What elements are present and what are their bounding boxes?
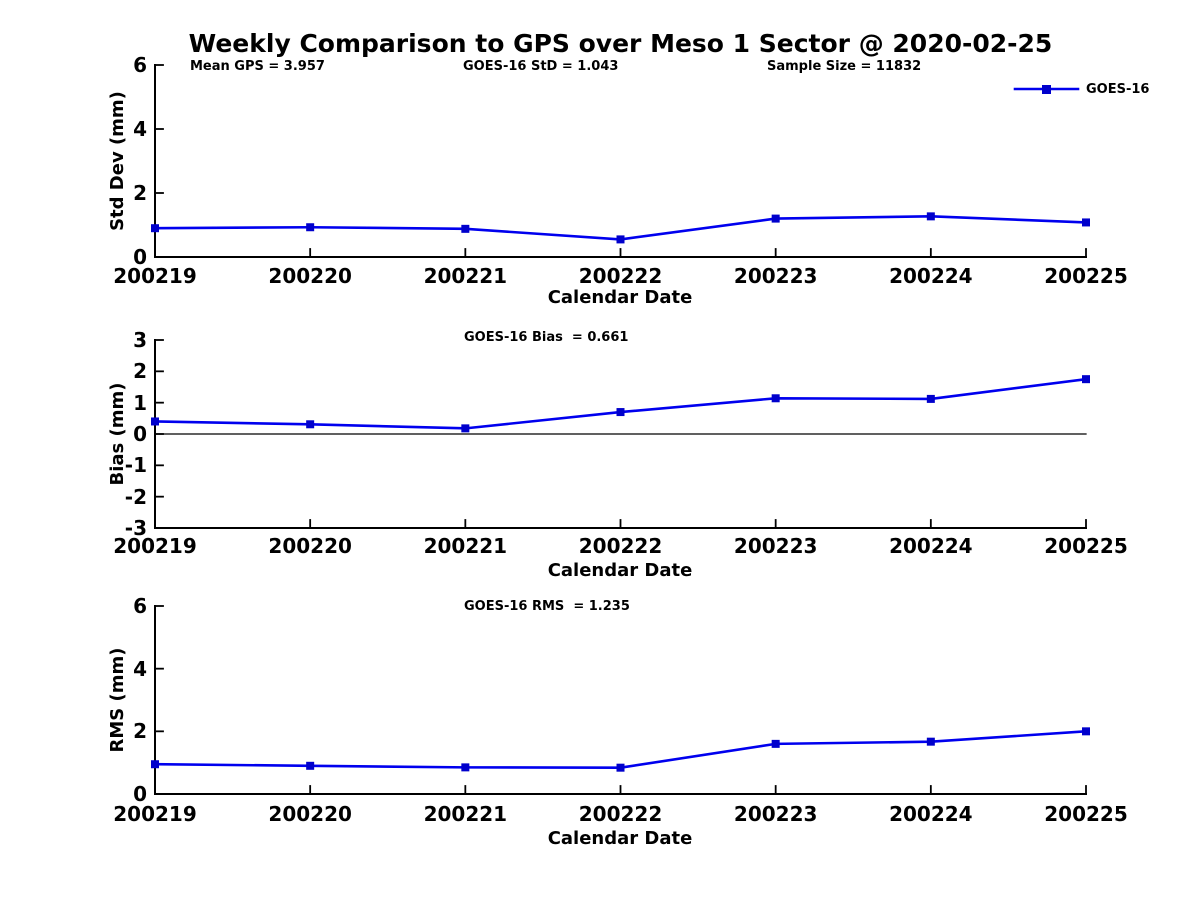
bias-data-point (1082, 375, 1090, 384)
annotation-goes16-std: GOES-16 StD = 1.043 (463, 59, 619, 74)
std_dev-y-tick-label: 2 (133, 181, 147, 205)
bias-x-tick-label: 200221 (423, 534, 508, 558)
std_dev-y-tick-label: 4 (133, 117, 147, 141)
bias-x-tick-label: 200223 (733, 534, 818, 558)
bias-data-point (461, 424, 470, 433)
calendar-date-label-3: Calendar Date (547, 828, 693, 849)
rms-data-point (461, 763, 470, 772)
std_dev-x-tick-label: 200219 (113, 264, 197, 288)
rms-x-tick-label: 200224 (889, 802, 973, 826)
stddev-axis-label: Std Dev (mm) (107, 91, 128, 231)
rms-data-point (926, 737, 935, 746)
bias-axis-label: Bias (mm) (107, 382, 128, 486)
bias-y-tick-label: 2 (133, 359, 147, 384)
std_dev-data-point (771, 214, 780, 223)
bias-y-tick-label: -2 (124, 484, 147, 509)
rms-data-point (306, 761, 315, 770)
bias-x-tick-label: 200222 (578, 534, 663, 558)
rms-x-tick-label: 200222 (578, 802, 663, 826)
rms-y-tick-label: 6 (133, 594, 147, 618)
std_dev-y-tick-label: 6 (133, 53, 147, 77)
annotation-goes16-rms: GOES-16 RMS = 1.235 (464, 599, 630, 614)
bias-x-tick-label: 200224 (889, 534, 973, 558)
bias-x-tick-label: 200225 (1044, 534, 1128, 558)
std_dev-x-tick-label: 200221 (423, 264, 508, 288)
rms-y-tick-label: 4 (133, 656, 147, 681)
annotation-goes16-bias: GOES-16 Bias = 0.661 (464, 330, 629, 345)
bias-y-tick-label: 0 (133, 422, 147, 446)
rms-x-tick-label: 200223 (733, 802, 818, 826)
calendar-date-label-1: Calendar Date (547, 287, 693, 308)
rms-data-line (154, 730, 1087, 769)
rms-data-point (1082, 727, 1090, 736)
std_dev-data-point (616, 235, 625, 244)
bias-data-line (154, 377, 1087, 430)
bias-data-point (616, 408, 625, 417)
std_dev-data-point (926, 212, 935, 221)
legend-label: GOES-16 (1086, 82, 1150, 97)
annotation-sample-size: Sample Size = 11832 (767, 59, 922, 74)
calendar-date-label-2: Calendar Date (547, 560, 693, 581)
rms-x-tick-label: 200219 (113, 802, 197, 826)
bias-y-tick-label: -3 (124, 516, 147, 540)
bias-data-point (151, 417, 159, 426)
std_dev-x-tick-label: 200220 (268, 264, 352, 288)
legend-marker (1042, 85, 1051, 94)
std_dev-x-tick-label: 200222 (578, 264, 663, 288)
figure-title: Weekly Comparison to GPS over Meso 1 Sec… (188, 29, 1053, 58)
rms-data-point (771, 739, 780, 748)
bias-y-tick-label: -1 (124, 453, 147, 478)
bias-x-tick-label: 200219 (113, 534, 197, 558)
std_dev-data-point (151, 224, 159, 233)
std_dev-data-point (306, 223, 315, 232)
bias-data-point (771, 394, 780, 403)
rms-x-tick-label: 200221 (423, 802, 508, 826)
rms-axis-label: RMS (mm) (107, 647, 128, 753)
std_dev-x-tick-label: 200223 (733, 264, 818, 288)
std_dev-x-tick-label: 200225 (1044, 264, 1128, 288)
rms-x-tick-label: 200225 (1044, 802, 1128, 826)
std_dev-y-tick-label: 0 (133, 245, 147, 269)
rms-data-point (616, 763, 625, 772)
std_dev-data-point (461, 224, 470, 233)
annotation-mean-gps: Mean GPS = 3.957 (190, 59, 325, 74)
bias-y-tick-label: 3 (133, 328, 147, 352)
rms-x-tick-label: 200220 (268, 802, 352, 826)
bias-data-point (926, 394, 935, 403)
bias-y-tick-label: 1 (133, 390, 147, 415)
bias-data-point (306, 420, 315, 429)
std_dev-data-point (1082, 218, 1090, 227)
std_dev-x-tick-label: 200224 (889, 264, 973, 288)
rms-data-point (151, 760, 159, 769)
bias-x-tick-label: 200220 (268, 534, 352, 558)
rms-y-tick-label: 2 (133, 719, 147, 744)
rms-y-tick-label: 0 (133, 782, 147, 806)
